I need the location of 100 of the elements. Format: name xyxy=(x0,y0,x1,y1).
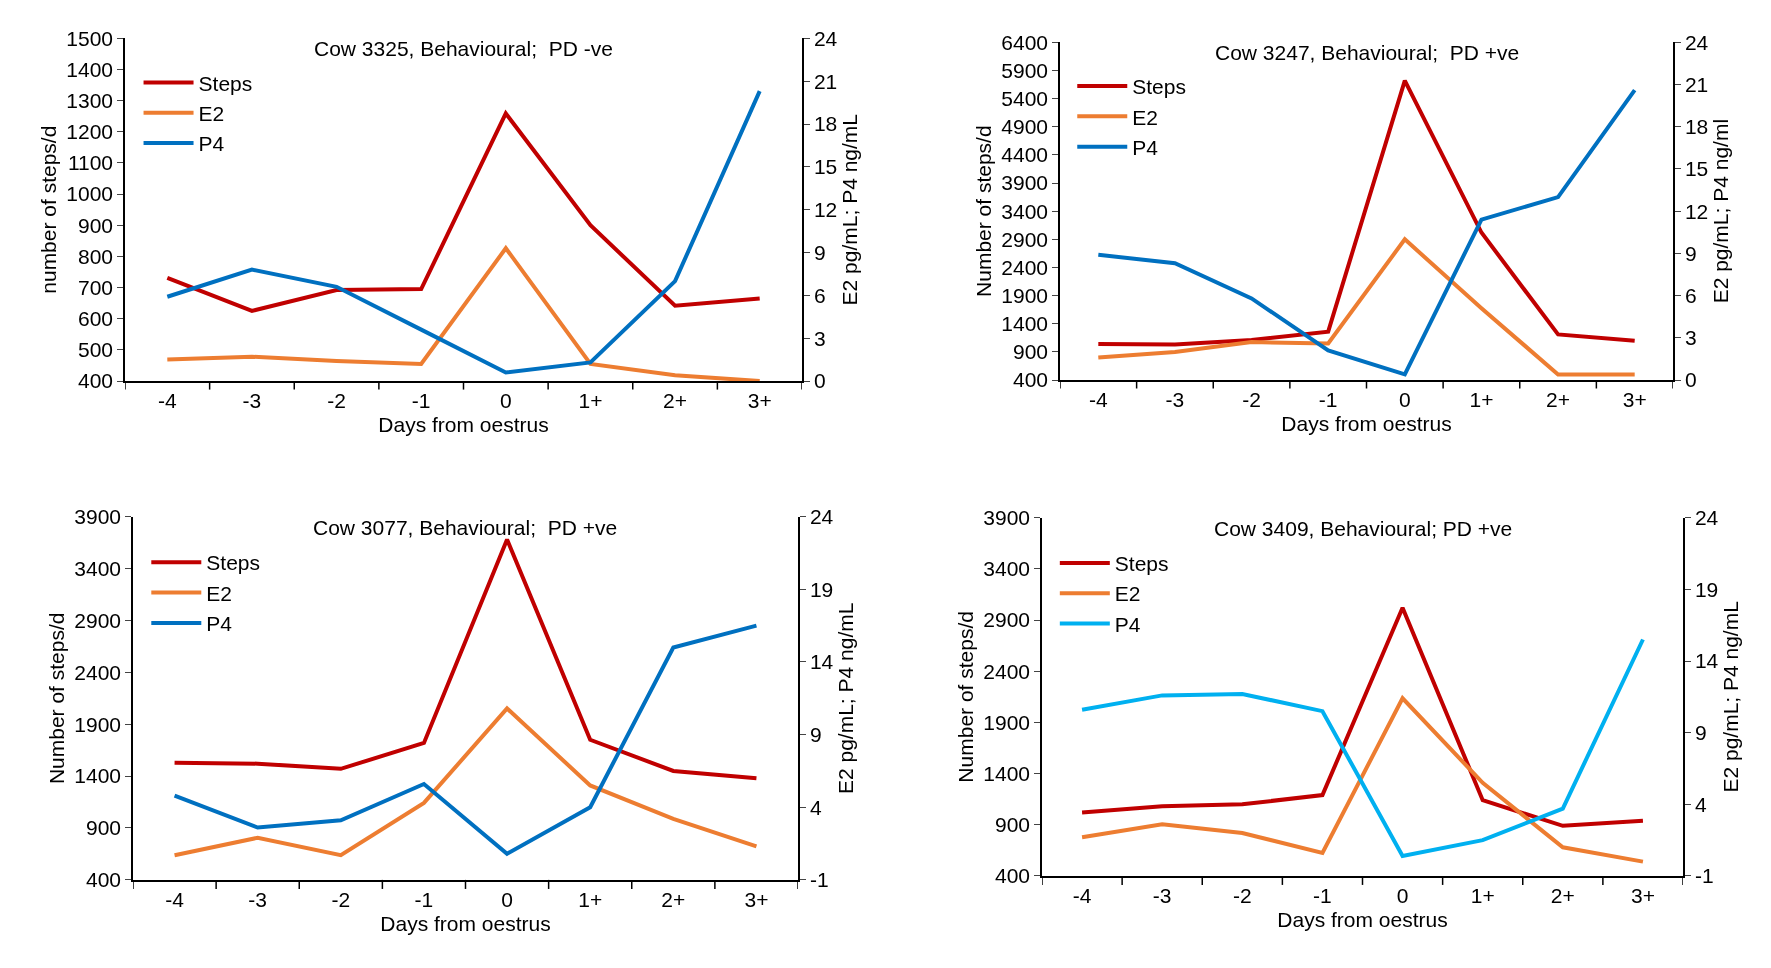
y-tick-label: 3400 xyxy=(74,556,122,580)
y-tick-label: 1000 xyxy=(66,182,114,206)
legend-label: P4 xyxy=(198,132,225,156)
x-tick-label: -4 xyxy=(157,388,177,412)
y-tick-label: 6400 xyxy=(1001,30,1049,54)
x-tick-label: 2+ xyxy=(1550,883,1575,907)
x-tick-label: -4 xyxy=(165,887,185,911)
x-tick-label: 0 xyxy=(1396,883,1409,907)
y-tick-label: 2400 xyxy=(983,659,1031,683)
y2-tick-label: 14 xyxy=(809,650,834,674)
x-tick-label: 1+ xyxy=(1470,883,1495,907)
legend-label: E2 xyxy=(1132,105,1158,129)
line-series xyxy=(165,246,762,382)
y-tick-label: 700 xyxy=(78,275,114,299)
chart-title: Cow 3247, Behavioural; PD +ve xyxy=(1215,41,1520,64)
x-tick-label: -1 xyxy=(414,887,434,911)
line-series xyxy=(1080,696,1645,864)
y-tick-label: 1400 xyxy=(74,764,122,788)
y2-tick-label: 21 xyxy=(813,69,838,93)
y2-tick-label: 19 xyxy=(1694,577,1719,601)
legend-label: Steps xyxy=(1114,552,1169,576)
y-tick-label: 2400 xyxy=(1001,255,1049,279)
y2-tick-label: 15 xyxy=(1684,157,1709,181)
x-tick-label: 0 xyxy=(1398,387,1411,411)
legend-label: Steps xyxy=(1132,75,1186,99)
y2-tick-label: -1 xyxy=(1694,864,1714,888)
y-tick-label: 1500 xyxy=(66,26,114,50)
x-tick-label: -1 xyxy=(1313,883,1332,907)
x-tick-label: 1+ xyxy=(1469,387,1494,411)
y2-tick-label: 9 xyxy=(813,240,826,264)
y2-tick-label: 18 xyxy=(1684,115,1709,139)
y2-tick-label: 21 xyxy=(1684,72,1709,96)
legend-label: P4 xyxy=(206,612,233,636)
legend-label: E2 xyxy=(206,581,232,605)
y2-tick-label: 14 xyxy=(1694,649,1719,673)
x-tick-label: 1+ xyxy=(578,887,603,911)
x-axis-title: Days from oestrus xyxy=(1277,907,1448,931)
x-tick-label: -2 xyxy=(327,388,346,412)
y2-axis-title: E2 pg/mL; P4 ng/mL xyxy=(1719,601,1743,793)
chart-title: Cow 3409, Behavioural; PD +ve xyxy=(1214,517,1513,540)
x-tick-label: 3+ xyxy=(1630,883,1655,907)
y-tick-label: 5900 xyxy=(1001,58,1049,82)
x-tick-label: -2 xyxy=(1232,883,1252,907)
line-series xyxy=(172,706,759,858)
y-tick-label: 3900 xyxy=(74,505,122,529)
x-tick-label: -3 xyxy=(1165,387,1185,411)
y-tick-label: 3400 xyxy=(983,557,1031,581)
y2-tick-label: 6 xyxy=(1684,283,1697,307)
y2-tick-label: 9 xyxy=(1684,241,1697,265)
chart-title: Cow 3325, Behavioural; PD -ve xyxy=(314,37,613,60)
y-tick-label: 900 xyxy=(1013,340,1049,364)
y2-tick-label: 9 xyxy=(1694,721,1707,745)
x-tick-label: -4 xyxy=(1088,387,1108,411)
y-tick-label: 400 xyxy=(1013,368,1049,392)
y2-tick-label: 24 xyxy=(1694,506,1719,530)
y2-axis-title: E2 pg/mL; P4 ng/ml xyxy=(1709,118,1733,304)
legend-label: P4 xyxy=(1114,612,1141,636)
x-tick-label: 2+ xyxy=(661,887,686,911)
y2-tick-label: 19 xyxy=(809,577,834,601)
legend-label: E2 xyxy=(198,101,225,125)
y2-tick-label: 3 xyxy=(1684,326,1697,350)
y-tick-label: 3400 xyxy=(1001,199,1049,223)
y-tick-label: 1200 xyxy=(66,120,114,144)
x-tick-label: 2+ xyxy=(1546,387,1571,411)
y2-tick-label: 15 xyxy=(813,155,838,179)
x-tick-label: -3 xyxy=(248,887,268,911)
y-tick-label: 3900 xyxy=(1001,171,1049,195)
y-tick-label: 1400 xyxy=(66,57,114,81)
y-tick-label: 500 xyxy=(78,338,114,362)
x-tick-label: 3+ xyxy=(747,388,772,412)
x-tick-label: 3+ xyxy=(744,887,769,911)
y2-tick-label: 24 xyxy=(809,505,834,529)
y2-tick-label: 3 xyxy=(813,326,826,350)
x-tick-label: -2 xyxy=(331,887,351,911)
legend-label: Steps xyxy=(206,551,260,575)
y-axis-title: number of steps/d xyxy=(36,125,60,294)
y-tick-label: 600 xyxy=(78,307,114,331)
x-tick-label: -3 xyxy=(242,388,262,412)
y-tick-label: 2900 xyxy=(983,608,1031,632)
y2-tick-label: 9 xyxy=(809,722,822,746)
legend-label: Steps xyxy=(198,71,253,95)
y2-tick-label: 12 xyxy=(813,198,838,222)
line-series xyxy=(1096,237,1637,377)
x-tick-label: 2+ xyxy=(663,388,688,412)
y-tick-label: 4400 xyxy=(1001,143,1049,167)
x-tick-label: -1 xyxy=(1318,387,1338,411)
x-tick-label: 3+ xyxy=(1622,387,1647,411)
y-tick-label: 2900 xyxy=(1001,227,1049,251)
y-axis-title: Number of steps/d xyxy=(953,611,977,783)
chart-title: Cow 3077, Behavioural; PD +ve xyxy=(313,516,618,539)
y2-axis-title: E2 pg/mL; P4 ng/mL xyxy=(834,602,858,795)
x-tick-label: -1 xyxy=(411,388,431,412)
legend-label: P4 xyxy=(1132,135,1159,159)
y-tick-label: 800 xyxy=(78,244,114,268)
y-tick-label: 400 xyxy=(86,868,122,892)
y2-tick-label: 0 xyxy=(1684,368,1697,392)
x-tick-label: 0 xyxy=(499,388,512,412)
y-tick-label: 5400 xyxy=(1001,86,1049,110)
legend-label: E2 xyxy=(1114,582,1141,606)
y-tick-label: 2900 xyxy=(74,608,122,632)
